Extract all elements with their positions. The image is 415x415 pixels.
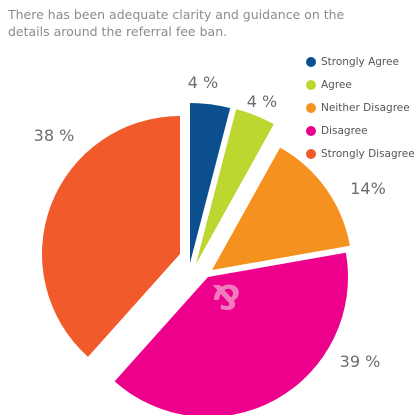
data-label-strongly-disagree: 38 %: [34, 126, 75, 145]
legend-swatch-disagree: [306, 125, 316, 136]
chart-title: There has been adequate clarity and guid…: [8, 6, 368, 40]
legend-swatch-agree: [306, 80, 316, 91]
pie-slice-agree: [196, 109, 274, 264]
chart-title-line-2: details around the referral fee ban.: [8, 24, 228, 39]
pie-slice-strongly-agree: [190, 103, 231, 263]
pie-slice-strongly-disagree: [42, 116, 181, 357]
legend-swatch-strongly-disagree: [306, 148, 316, 159]
legend-label-agree: Agree: [321, 79, 352, 92]
legend-item-agree: Agree: [306, 74, 415, 97]
pie-slice-neither-disagree: [212, 147, 350, 270]
data-label-strongly-agree: 4 %: [188, 73, 218, 92]
legend-label-neither-disagree: Neither Disagree: [321, 101, 410, 114]
legend-swatch-neither-disagree: [306, 102, 316, 113]
data-label-neither-disagree: 14%: [350, 179, 386, 198]
legend-item-neither-disagree: Neither Disagree: [306, 97, 415, 120]
chart-legend: Strongly Agree Agree Neither Disagree Disag…: [306, 51, 415, 165]
pie-slice-disagree: [114, 252, 348, 415]
data-label-disagree: 39 %: [340, 352, 381, 371]
legend-label-disagree: Disagree: [321, 124, 368, 137]
chart-title-line-1: There has been adequate clarity and guid…: [8, 7, 345, 22]
legend-item-disagree: Disagree: [306, 119, 415, 142]
ampersand-logo-mark: &: [211, 276, 241, 316]
legend-item-strongly-disagree: Strongly Disagree: [306, 142, 415, 165]
legend-label-strongly-disagree: Strongly Disagree: [321, 147, 415, 160]
legend-label-strongly-agree: Strongly Agree: [321, 56, 399, 69]
legend-swatch-strongly-agree: [306, 57, 316, 68]
legend-item-strongly-agree: Strongly Agree: [306, 51, 415, 74]
data-label-agree: 4 %: [247, 92, 277, 111]
